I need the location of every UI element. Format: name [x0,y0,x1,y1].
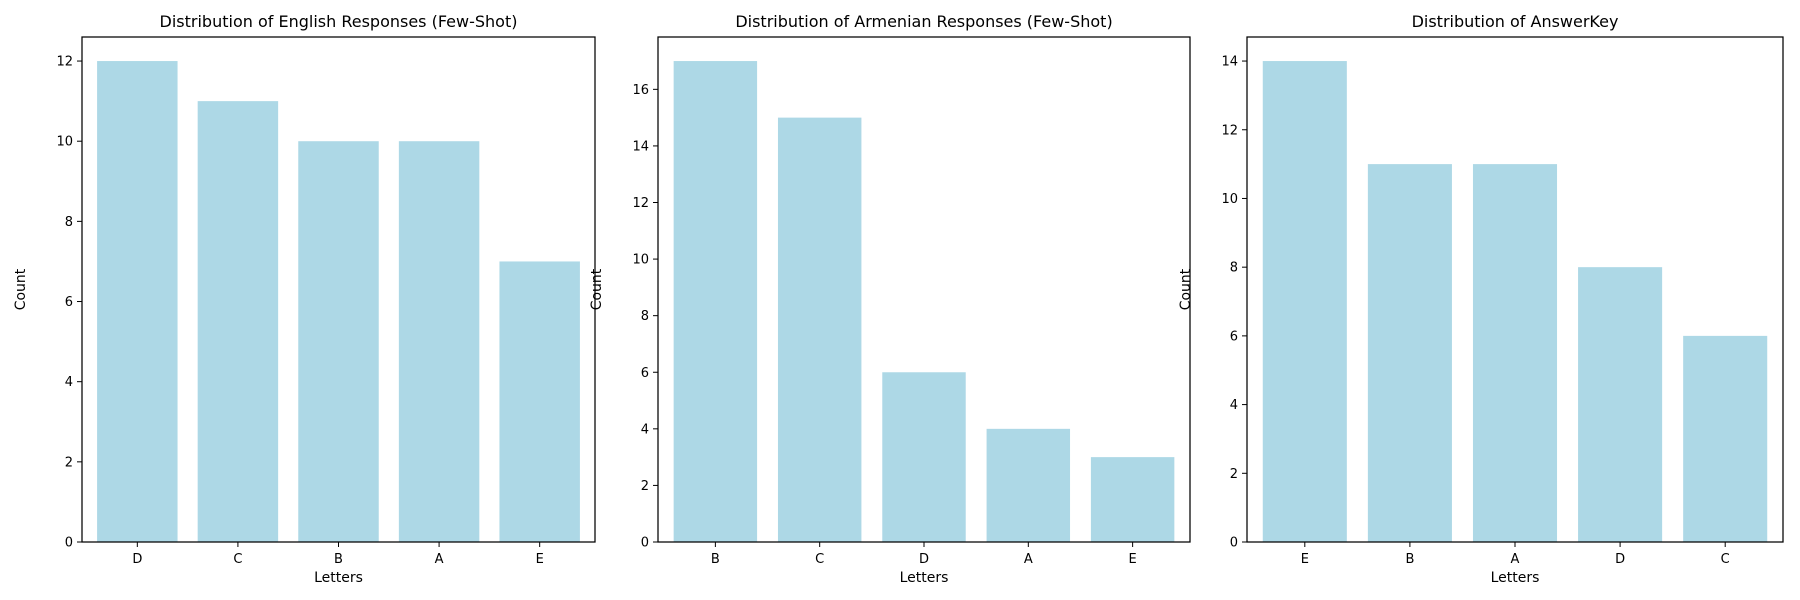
y-tick-label: 0 [65,536,73,551]
y-tick-label: 10 [56,135,73,150]
y-tick-label: 4 [65,375,73,390]
y-tick-label: 14 [1221,55,1238,70]
plot-frame [1246,36,1784,543]
x-tick-label: E [1129,552,1137,567]
x-tick-label: E [536,552,544,567]
x-tick-label: A [1024,552,1033,567]
x-tick-label: C [1721,552,1730,567]
y-axis-label: Count [13,268,29,310]
y-tick-label: 6 [65,295,73,310]
x-tick-label: A [1511,552,1520,567]
x-tick-label: D [132,552,142,567]
x-tick-label: D [1615,552,1625,567]
y-axis-label: Count [589,268,605,310]
bar-e [1262,61,1347,543]
y-tick-label: 0 [641,536,649,551]
chart-title: Distribution of English Responses (Few-S… [160,12,518,31]
bar-c [1683,335,1768,542]
y-tick-label: 2 [65,455,73,470]
bar-a [1472,164,1558,543]
x-axis-label: Letters [1491,570,1540,586]
chart-title: Distribution of Armenian Responses (Few-… [735,12,1112,31]
x-tick-label: B [1405,552,1414,567]
y-tick-label: 6 [1230,329,1238,344]
x-tick-label: C [233,552,242,567]
y-tick-label: 0 [1230,536,1238,551]
y-tick-label: 12 [56,55,73,70]
bar-c [197,101,279,542]
y-axis-label: Count [1178,268,1194,310]
x-tick-label: D [919,552,929,567]
x-tick-label: B [711,552,720,567]
plot-frame [81,36,596,543]
y-tick-label: 10 [1221,192,1238,207]
bar-b [1367,164,1452,543]
bar-a [986,428,1071,542]
y-tick-label: 2 [641,479,649,494]
bar-d [97,61,178,543]
plot-frame [657,36,1191,543]
x-tick-label: E [1301,552,1309,567]
bar-a [398,141,480,542]
chart-title: Distribution of AnswerKey [1412,12,1619,31]
bar-d [1578,267,1663,542]
bar-b [298,141,379,542]
charts: D C B A E 0 2 4 6 8 10 12 Distribution of English Re… [13,12,1784,586]
y-tick-label: 8 [65,215,73,230]
x-tick-label: C [815,552,824,567]
bar-b [673,61,758,543]
y-tick-label: 6 [641,366,649,381]
x-axis-label: Letters [314,570,363,586]
x-tick-label: B [334,552,343,567]
chart-2: B C D A E 0 2 4 6 8 10 12 14 16 Distribution of Armeni… [589,12,1191,586]
chart-3: E B A D C 0 2 4 6 8 10 12 14 Distribution of AnswerKe… [1178,12,1784,586]
y-tick-label: 12 [1221,123,1238,138]
y-tick-label: 14 [632,139,649,154]
x-tick-label: A [435,552,444,567]
bar-e [1090,457,1175,542]
bar-d [882,372,966,542]
y-tick-label: 12 [632,196,649,211]
x-axis-label: Letters [900,570,949,586]
y-tick-label: 4 [1230,398,1238,413]
bar-c [777,117,862,542]
chart-1: D C B A E 0 2 4 6 8 10 12 Distribution of English Re… [13,12,596,586]
bar-e [499,261,580,542]
y-tick-label: 4 [641,422,649,437]
y-tick-label: 16 [632,83,649,98]
y-tick-label: 8 [1230,261,1238,276]
y-tick-label: 10 [632,253,649,268]
y-tick-label: 2 [1230,467,1238,482]
y-tick-label: 8 [641,309,649,324]
